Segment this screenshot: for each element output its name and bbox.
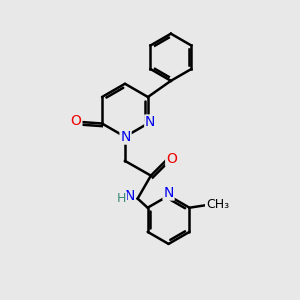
Text: O: O [71, 114, 82, 128]
Text: N: N [120, 130, 131, 144]
Text: O: O [166, 152, 177, 166]
Text: CH₃: CH₃ [206, 198, 229, 211]
Text: H: H [117, 192, 126, 205]
Text: N: N [164, 186, 174, 200]
Text: N: N [145, 115, 155, 129]
Text: N: N [124, 189, 135, 203]
